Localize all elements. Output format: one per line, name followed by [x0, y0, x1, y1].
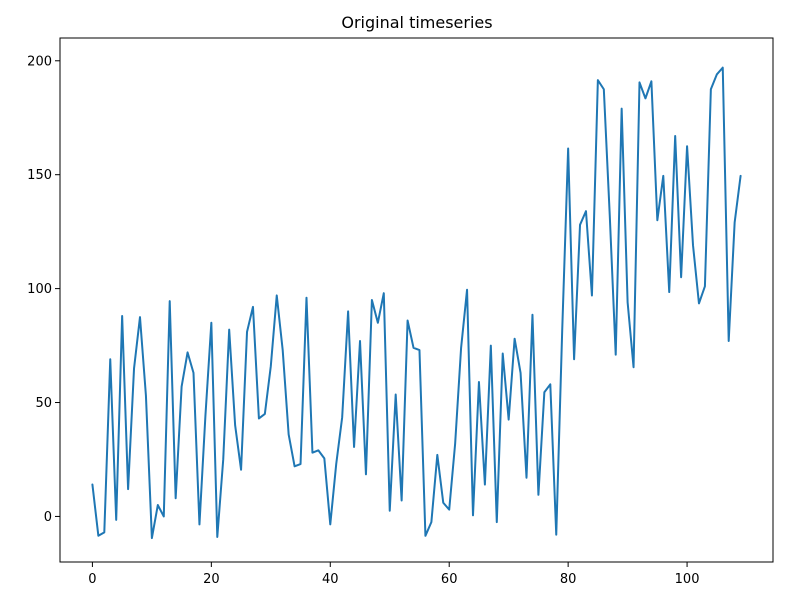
x-tick-label: 100	[675, 572, 700, 587]
x-tick-label: 80	[560, 572, 577, 587]
y-tick-label: 100	[27, 282, 52, 297]
chart-title: Original timeseries	[341, 13, 492, 32]
plot-area	[91, 66, 742, 540]
y-tick-label: 0	[44, 510, 52, 525]
x-tick-label: 60	[441, 572, 458, 587]
x-tick-label: 0	[88, 572, 96, 587]
y-tick-label: 200	[27, 54, 52, 69]
y-tick-label: 150	[27, 168, 52, 183]
axis-ticks: 0 20 40 60 80 100 0 50 100 150 200	[27, 54, 699, 587]
axes-frame	[59, 37, 774, 563]
series-line-0	[91, 66, 742, 540]
y-tick-label: 50	[35, 396, 52, 411]
x-tick-label: 20	[203, 572, 220, 587]
x-tick-label: 40	[322, 572, 339, 587]
